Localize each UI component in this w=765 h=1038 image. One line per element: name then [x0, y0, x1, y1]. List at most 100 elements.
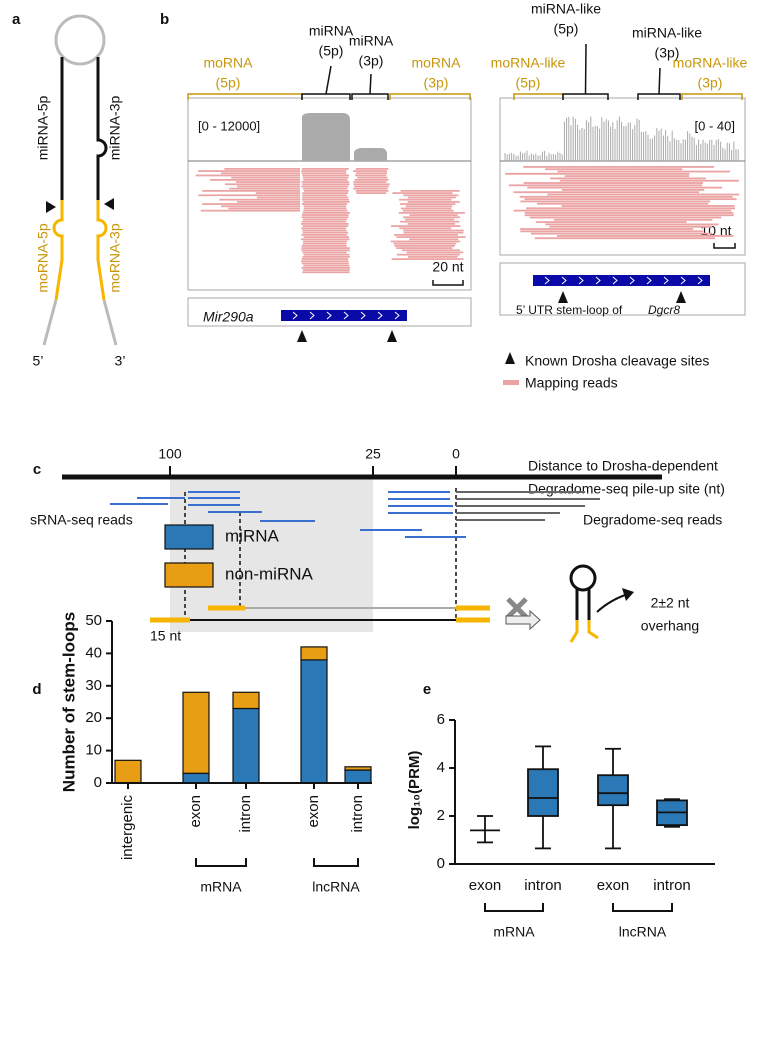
read [405, 218, 455, 221]
read [302, 194, 347, 197]
read [302, 229, 347, 232]
y-label: log₁₀(PRM) [406, 751, 423, 830]
read [353, 187, 388, 190]
read [401, 249, 461, 252]
x-tick-label: intron [524, 877, 562, 894]
label: moRNA [411, 55, 461, 71]
label: (3p) [359, 53, 384, 69]
track-box [499, 97, 746, 256]
bar [114, 759, 142, 784]
label: (3p) [424, 75, 449, 91]
chevron [697, 276, 703, 285]
read [303, 209, 348, 212]
label: Degradome-seq pile-up site (nt) [528, 481, 725, 497]
read [547, 193, 740, 196]
coverage [302, 113, 350, 161]
read [508, 184, 703, 187]
chevron [544, 276, 550, 285]
cleavage-site [104, 198, 114, 210]
read [554, 218, 713, 221]
pointer-head [622, 588, 634, 601]
read [301, 203, 347, 205]
read [405, 205, 453, 208]
bracket-stem [584, 43, 587, 95]
label: c [33, 461, 41, 478]
bracket [389, 93, 471, 100]
scale-bar [432, 280, 464, 286]
read [357, 176, 388, 179]
label: (3p) [655, 45, 680, 61]
read [355, 168, 389, 170]
cleavage-site [676, 291, 686, 303]
chevron [292, 311, 298, 320]
coverage [354, 148, 387, 161]
read [400, 220, 460, 223]
cleavage-site [505, 352, 515, 364]
read [396, 247, 453, 249]
chevron [680, 276, 686, 285]
x-tick-label: intron [237, 795, 254, 833]
gene [533, 275, 710, 286]
read [224, 168, 300, 170]
legend-swatch [164, 524, 214, 550]
box [656, 798, 688, 828]
label: Distance to Drosha-dependent [528, 458, 718, 474]
read [301, 267, 350, 269]
read [505, 172, 690, 175]
read [396, 236, 466, 238]
read [302, 192, 349, 194]
read [303, 190, 349, 192]
read [409, 214, 458, 216]
cleavage-site [297, 330, 307, 342]
read [303, 205, 347, 208]
read [301, 245, 347, 247]
read [302, 251, 347, 254]
label: miRNA [309, 23, 354, 39]
read [301, 181, 350, 183]
label: a [12, 11, 21, 28]
cross [506, 597, 528, 619]
read [561, 205, 735, 207]
read [302, 271, 350, 274]
box [470, 815, 500, 844]
read [302, 176, 349, 179]
label: Mir290a [203, 309, 254, 325]
stem [52, 200, 64, 301]
group-label: lncRNA [312, 879, 360, 895]
bracket [187, 93, 303, 100]
read [301, 216, 349, 219]
read [396, 253, 460, 256]
chevron [377, 311, 383, 320]
read [534, 237, 715, 240]
x-tick-label: exon [469, 877, 502, 894]
chevron [309, 311, 315, 320]
label: d [32, 681, 41, 698]
gene-box [499, 262, 746, 316]
read [403, 229, 464, 232]
read [301, 258, 349, 260]
label: moRNA [203, 55, 253, 71]
read [393, 242, 457, 245]
read [198, 170, 300, 172]
read [303, 218, 348, 221]
read [391, 225, 461, 227]
label: 25 [365, 446, 381, 462]
dashes [184, 488, 457, 620]
bracket [637, 93, 681, 100]
label: Degradome-seq reads [583, 512, 722, 528]
read [520, 228, 694, 230]
loop [54, 14, 106, 66]
read [301, 247, 350, 249]
read [391, 258, 464, 260]
gene-box [187, 297, 472, 327]
x-tick-label: intergenic [119, 795, 136, 861]
label: overhang [641, 618, 699, 634]
read [302, 183, 350, 186]
read [355, 174, 387, 177]
stem [569, 620, 599, 643]
read [407, 256, 458, 258]
read [524, 212, 734, 214]
bar [300, 646, 328, 661]
read [520, 200, 711, 203]
chevron [578, 276, 584, 285]
